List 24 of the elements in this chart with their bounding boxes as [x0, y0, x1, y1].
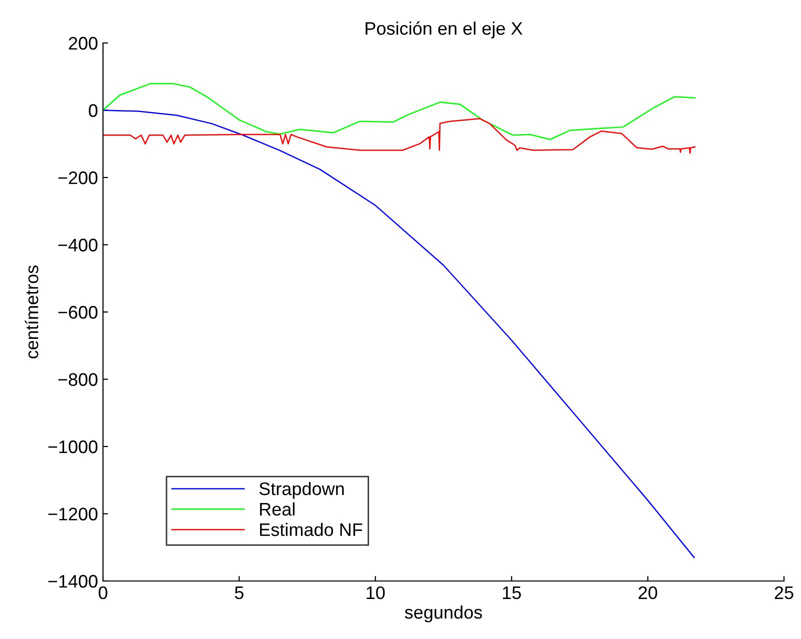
chart-title: Posición en el eje X — [366, 21, 522, 38]
legend-label: Real — [260, 502, 295, 516]
x-tick-label: 15 — [502, 586, 521, 600]
x-tick-label: 20 — [638, 586, 658, 600]
y-tick-label: −1000 — [48, 440, 98, 454]
y-tick-label: −800 — [58, 373, 98, 386]
x-tick-label: 0 — [98, 586, 108, 600]
line-series — [103, 110, 695, 558]
x-tick-label: 5 — [234, 586, 244, 600]
x-axis-title: segundos — [404, 605, 482, 622]
y-tick-label: 0 — [88, 104, 98, 117]
line-series — [103, 83, 696, 140]
y-axis-title: centímetros — [24, 265, 38, 358]
line-series — [103, 118, 696, 154]
y-tick-label: −200 — [58, 171, 98, 184]
legend-label: Estimado NF — [260, 522, 362, 536]
x-tick-label: 25 — [774, 586, 794, 600]
legend-label: Strapdown — [259, 482, 344, 499]
y-tick-label: −1200 — [48, 508, 98, 520]
y-tick-label: −600 — [58, 306, 98, 319]
y-tick-label: −400 — [58, 238, 98, 252]
y-tick-label: −1400 — [48, 574, 98, 588]
y-tick-label: 200 — [68, 36, 98, 50]
x-tick-label: 10 — [366, 586, 385, 600]
